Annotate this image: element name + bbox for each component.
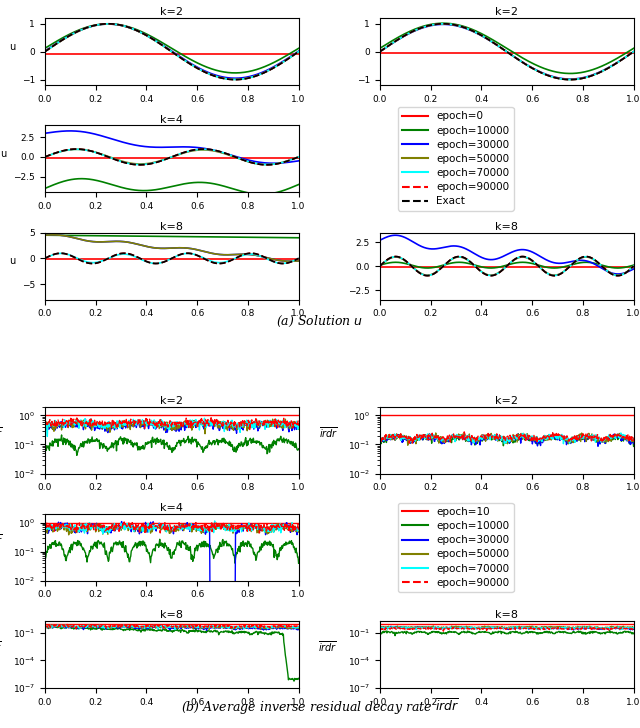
Y-axis label: $\overline{irdr}$: $\overline{irdr}$ [0, 532, 3, 547]
Title: k=8: k=8 [160, 610, 183, 620]
Y-axis label: $\overline{irdr}$: $\overline{irdr}$ [319, 425, 338, 440]
Text: (b) Average inverse residual decay rate $\overline{irdr}$: (b) Average inverse residual decay rate … [180, 697, 460, 717]
Y-axis label: $\overline{irdr}$: $\overline{irdr}$ [0, 640, 3, 654]
Text: (a) Solution $u$: (a) Solution $u$ [276, 314, 364, 329]
Title: k=4: k=4 [495, 503, 518, 513]
Title: k=8: k=8 [495, 222, 518, 232]
Legend: epoch=10, epoch=10000, epoch=30000, epoch=50000, epoch=70000, epoch=90000: epoch=10, epoch=10000, epoch=30000, epoc… [397, 502, 513, 592]
Title: k=2: k=2 [495, 396, 518, 405]
Y-axis label: $\overline{irdr}$: $\overline{irdr}$ [319, 640, 338, 654]
Y-axis label: u: u [9, 41, 15, 52]
Y-axis label: u: u [9, 256, 15, 266]
Title: k=8: k=8 [495, 610, 518, 620]
Legend: epoch=0, epoch=10000, epoch=30000, epoch=50000, epoch=70000, epoch=90000, Exact: epoch=0, epoch=10000, epoch=30000, epoch… [397, 107, 513, 210]
Title: k=8: k=8 [160, 222, 183, 232]
Title: k=4: k=4 [160, 503, 183, 513]
Title: k=2: k=2 [160, 396, 183, 405]
Title: k=2: k=2 [495, 7, 518, 17]
Title: k=2: k=2 [160, 7, 183, 17]
Y-axis label: $\overline{irdr}$: $\overline{irdr}$ [0, 425, 3, 440]
Y-axis label: u: u [1, 149, 7, 159]
Title: k=4: k=4 [160, 114, 183, 124]
Y-axis label: $\overline{irdr}$: $\overline{irdr}$ [0, 532, 10, 547]
